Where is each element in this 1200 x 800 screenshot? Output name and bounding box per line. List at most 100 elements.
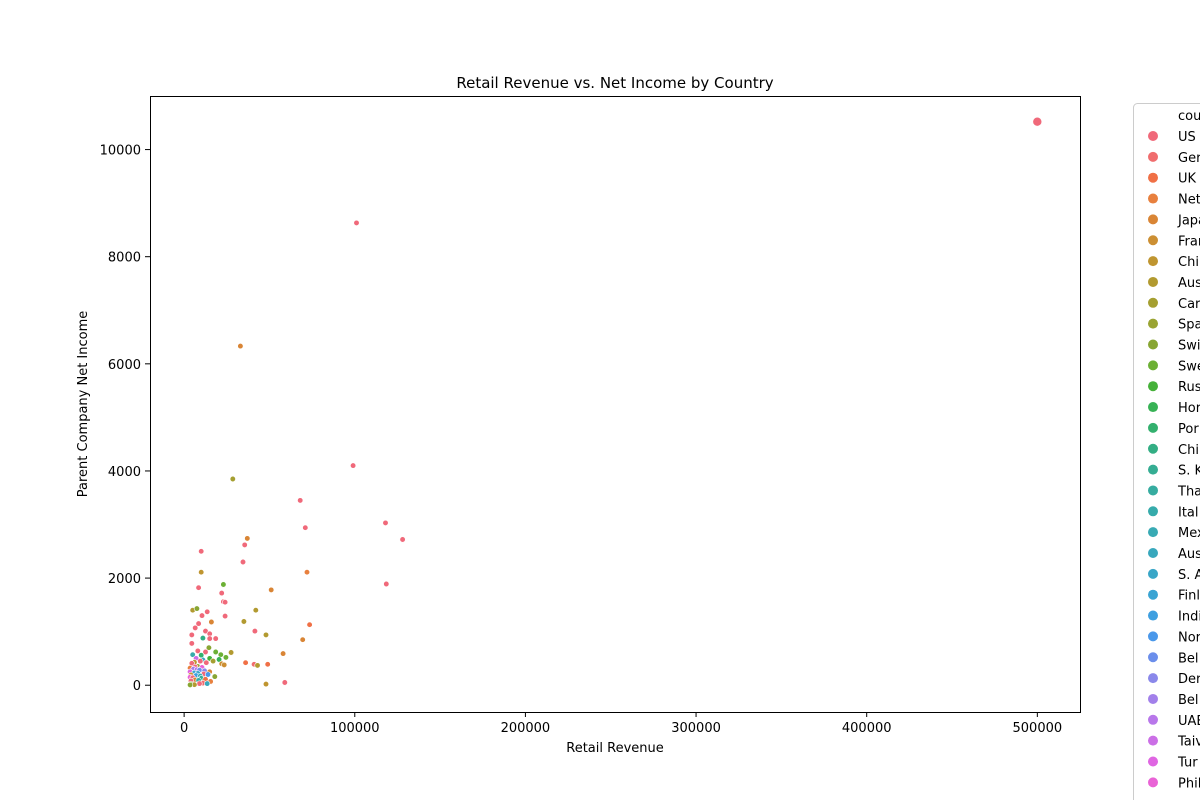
legend: cou US Ger UK Net Japa Fran Chi Aus Car Spa Swi Swe… xyxy=(1133,103,1200,800)
legend-label: Phil xyxy=(1178,776,1200,791)
legend-marker xyxy=(1148,777,1158,788)
data-point xyxy=(251,628,258,635)
points-layer xyxy=(187,116,1043,688)
legend-label: UAE xyxy=(1178,714,1200,729)
data-point xyxy=(222,613,229,620)
legend-marker xyxy=(1148,381,1158,392)
data-point xyxy=(212,648,219,656)
legend-label: Net xyxy=(1178,193,1200,208)
y-tick-label: 6000 xyxy=(108,358,141,373)
x-tick-label: 100000 xyxy=(330,721,380,736)
data-point xyxy=(208,618,215,626)
legend-label: Chi xyxy=(1178,443,1199,458)
legend-marker xyxy=(1148,673,1158,684)
y-tick-label: 2000 xyxy=(108,572,141,587)
legend-marker xyxy=(1148,693,1158,704)
legend-label: Aus xyxy=(1178,547,1200,562)
data-point xyxy=(189,651,196,658)
data-point xyxy=(281,679,288,686)
legend-marker xyxy=(1148,631,1158,642)
legend-label: Mex xyxy=(1178,526,1200,541)
legend-marker xyxy=(1148,485,1158,496)
legend-label: Swe xyxy=(1178,359,1200,374)
legend-label: S. K xyxy=(1178,464,1200,479)
data-point xyxy=(252,607,259,614)
legend-title: cou xyxy=(1178,109,1200,124)
data-point xyxy=(302,524,309,531)
data-point xyxy=(198,612,206,619)
legend-label: Chi xyxy=(1178,255,1199,270)
legend-marker xyxy=(1148,256,1158,267)
data-point xyxy=(240,618,247,625)
legend-label: Der xyxy=(1178,672,1200,687)
legend-label: Aus xyxy=(1178,276,1200,291)
data-point xyxy=(197,658,204,665)
legend-marker xyxy=(1148,297,1158,308)
data-point xyxy=(220,581,227,588)
data-point xyxy=(204,671,212,678)
legend-marker xyxy=(1148,339,1158,350)
legend-marker xyxy=(1148,172,1158,183)
legend-marker xyxy=(1148,756,1158,767)
x-tick-label: 400000 xyxy=(842,721,892,736)
data-point xyxy=(222,654,229,661)
legend-label: Fran xyxy=(1178,234,1200,249)
data-point xyxy=(195,620,202,627)
legend-label: Finl xyxy=(1178,589,1200,604)
data-point xyxy=(203,659,210,666)
y-tick-label: 4000 xyxy=(108,465,141,480)
data-point xyxy=(199,635,206,642)
legend-marker xyxy=(1148,714,1158,725)
legend-label: Swi xyxy=(1178,339,1200,354)
legend-marker xyxy=(1148,131,1158,141)
data-point xyxy=(212,635,219,642)
data-point xyxy=(204,680,211,687)
data-point xyxy=(353,219,360,226)
data-point xyxy=(262,631,270,638)
y-tick-label: 0 xyxy=(133,679,141,694)
data-point xyxy=(210,658,217,665)
y-tick-label: 8000 xyxy=(108,251,141,266)
data-point xyxy=(198,548,205,555)
data-point xyxy=(196,680,203,687)
data-point xyxy=(244,535,251,542)
legend-label: Por xyxy=(1178,422,1199,437)
data-point xyxy=(187,681,194,688)
data-point xyxy=(280,650,287,657)
data-point xyxy=(204,608,211,615)
legend-label: Taiv xyxy=(1177,735,1200,750)
data-point xyxy=(211,673,218,680)
data-point xyxy=(254,662,261,669)
data-point xyxy=(193,605,200,612)
data-point xyxy=(299,636,306,643)
legend-marker xyxy=(1148,735,1158,746)
legend-label: UK xyxy=(1178,172,1197,187)
data-point xyxy=(239,558,247,566)
data-point xyxy=(192,624,199,631)
legend-label: Tur xyxy=(1177,756,1198,771)
legend-label: Bel xyxy=(1178,651,1199,666)
data-point xyxy=(188,640,195,647)
legend-marker xyxy=(1148,652,1158,663)
legend-label: Ger xyxy=(1178,151,1200,166)
data-point xyxy=(1032,116,1043,127)
legend-frame xyxy=(1133,103,1200,800)
legend-label: Japa xyxy=(1177,213,1200,228)
y-axis-label: Parent Company Net Income xyxy=(76,311,91,498)
data-point xyxy=(303,569,311,576)
data-point xyxy=(264,661,271,668)
data-point xyxy=(268,586,275,593)
data-point xyxy=(205,644,212,651)
data-point xyxy=(222,599,229,606)
data-point xyxy=(198,569,205,576)
legend-marker xyxy=(1148,214,1158,225)
x-axis-label: Retail Revenue xyxy=(566,741,663,756)
data-point xyxy=(383,580,390,588)
data-point xyxy=(202,648,209,656)
x-tick-label: 0 xyxy=(180,721,188,736)
legend-label: Tha xyxy=(1177,484,1200,499)
legend-label: Rus xyxy=(1178,380,1200,395)
x-axis: 0 100000 200000 300000 400000 500000 xyxy=(180,712,1062,736)
